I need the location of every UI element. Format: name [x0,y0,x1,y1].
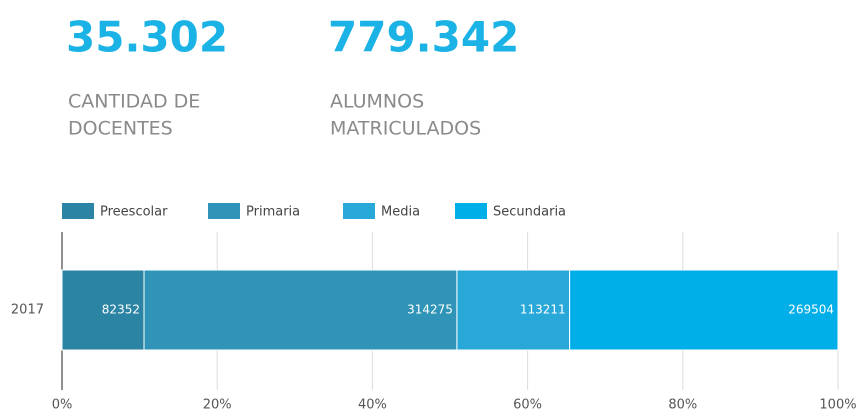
bar-segment [569,269,839,351]
stat-number: 35.302 [66,13,228,62]
legend-label: Media [381,205,420,220]
data-label: 113211 [520,303,566,317]
legend-swatch [343,203,375,219]
legend-swatch [62,203,94,219]
legend-label: Primaria [246,205,300,220]
stat-label: ALUMNOS [330,91,424,113]
stat-label: MATRICULADOS [330,118,481,140]
bar-segment [61,269,145,351]
x-tick-label: 40% [358,398,387,413]
x-tick-label: 0% [52,398,73,413]
x-tick-label: 100% [819,398,856,413]
legend-swatch [208,203,240,219]
legend-label: Secundaria [493,205,566,220]
x-tick-label: 20% [203,398,232,413]
stat-label: DOCENTES [68,118,173,140]
data-label: 82352 [102,303,140,317]
x-tick-label: 60% [513,398,542,413]
y-tick-label: 2017 [11,303,44,318]
stat-label: CANTIDAD DE [68,91,200,113]
stat-number: 779.342 [328,13,519,62]
data-label: 269504 [788,303,834,317]
legend-swatch [455,203,487,219]
data-label: 314275 [407,303,453,317]
x-tick-label: 80% [668,398,697,413]
legend-label: Preescolar [100,205,168,220]
